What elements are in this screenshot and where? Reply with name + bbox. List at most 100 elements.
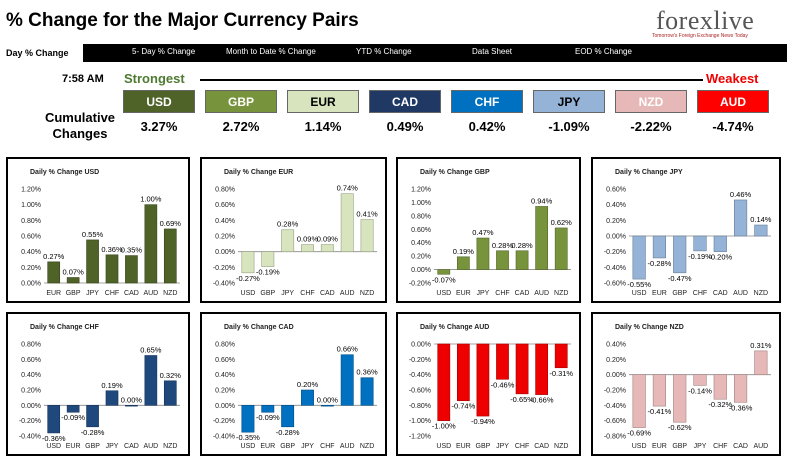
category-label: GBP <box>280 443 295 450</box>
weakest-label: Weakest <box>706 71 759 86</box>
y-tick-label: 0.80% <box>215 187 235 194</box>
data-label: -0.28% <box>648 259 672 268</box>
category-label: JPY <box>106 443 119 450</box>
bar-gbp <box>281 405 295 428</box>
bar-nzd <box>754 224 768 237</box>
category-label: JPY <box>694 443 707 450</box>
currency-cell-eur: EUR 1.14% <box>287 90 359 138</box>
currency-cell-cad: CAD 0.49% <box>369 90 441 138</box>
bar-gbp <box>476 343 490 417</box>
currency-code: USD <box>123 90 195 113</box>
currency-cumulative-value: 1.14% <box>287 116 359 138</box>
currency-code: CAD <box>369 90 441 113</box>
nav-bar: Day % Change 5- Day % Change Month to Da… <box>0 44 787 62</box>
currency-cell-nzd: NZD -2.22% <box>615 90 687 138</box>
bar-cad <box>125 405 138 407</box>
bar-usd <box>241 405 255 433</box>
category-label: JPY <box>281 290 294 297</box>
tab-eod-change[interactable]: EOD % Change <box>575 47 632 56</box>
y-tick-label: 1.00% <box>21 202 41 209</box>
category-label: USD <box>632 443 647 450</box>
category-label: GBP <box>66 290 81 297</box>
data-label: -0.35% <box>236 433 260 442</box>
category-label: JPY <box>477 290 490 297</box>
data-label: 0.09% <box>317 235 339 244</box>
bar-eur <box>66 405 80 413</box>
chart-panel-gbp: Daily % Change GBP -0.20% 0.00% 0.20% 0.40% 0… <box>396 157 581 303</box>
y-tick-label: 0.40% <box>606 342 626 349</box>
y-tick-label: 0.00% <box>606 372 626 379</box>
currency-cumulative-value: 3.27% <box>123 116 195 138</box>
y-tick-label: 0.20% <box>411 254 431 261</box>
bar-chf <box>515 343 529 395</box>
category-label: AUD <box>340 443 355 450</box>
data-label: 0.00% <box>317 395 339 404</box>
bar-jpy <box>496 343 509 380</box>
y-tick-label: 0.40% <box>21 249 41 256</box>
data-label: 0.27% <box>43 252 65 261</box>
currency-cumulative-value: 2.72% <box>205 116 277 138</box>
bar-nzd <box>360 377 374 406</box>
bar-nzd <box>360 219 374 252</box>
category-label: CHF <box>105 290 119 297</box>
data-label: 0.36% <box>101 245 123 254</box>
category-label: EUR <box>46 290 61 297</box>
bar-usd <box>241 251 255 274</box>
forexlive-logo[interactable]: forexlive Tomorrow's Foreign Exchange Ne… <box>650 6 780 40</box>
tab-ytd-change[interactable]: YTD % Change <box>356 47 412 56</box>
bar-eur <box>456 343 470 402</box>
currency-code: CHF <box>451 90 523 113</box>
y-tick-label: -0.40% <box>604 265 626 272</box>
category-label: USD <box>241 290 256 297</box>
tab-5-day-change[interactable]: 5- Day % Change <box>132 47 196 56</box>
category-label: AUD <box>534 290 549 297</box>
bar-usd <box>437 269 451 275</box>
y-tick-label: 1.00% <box>411 200 431 207</box>
chart-title: Daily % Change CHF <box>30 324 99 331</box>
data-label: 0.74% <box>337 184 359 193</box>
bar-eur <box>652 235 667 259</box>
bar-aud <box>340 354 354 406</box>
data-label: -0.41% <box>648 407 672 416</box>
bar-cad <box>713 235 727 252</box>
bar-gbp <box>261 251 275 267</box>
category-label: AUD <box>143 290 158 297</box>
data-label: -0.47% <box>668 274 692 283</box>
currency-cumulative-value: -4.74% <box>697 116 769 138</box>
bar-eur <box>456 256 470 270</box>
data-label: 0.55% <box>82 230 104 239</box>
y-tick-label: 1.20% <box>21 187 41 194</box>
y-tick-label: -0.40% <box>604 403 626 410</box>
category-label: CAD <box>124 290 139 297</box>
y-tick-label: -0.40% <box>19 434 41 441</box>
data-label: 0.00% <box>121 395 143 404</box>
y-tick-label: -0.60% <box>409 388 431 395</box>
data-label: -1.00% <box>432 422 456 431</box>
y-tick-label: 0.40% <box>21 372 41 379</box>
category-label: NZD <box>554 290 568 297</box>
data-label: 0.41% <box>356 210 378 219</box>
category-label: CAD <box>733 443 748 450</box>
tab-day-change[interactable]: Day % Change <box>0 44 83 62</box>
chart-svg: -0.20% 0.00% 0.20% 0.40% 0.60% 0.80% 1.00% 1.20… <box>409 187 572 298</box>
bar-usd <box>632 374 646 428</box>
category-label: JPY <box>301 443 314 450</box>
timestamp: 7:58 AM <box>62 73 104 85</box>
category-label: EUR <box>456 290 471 297</box>
category-label: EUR <box>652 290 667 297</box>
y-tick-label: 0.40% <box>215 218 235 225</box>
y-tick-label: 0.20% <box>606 357 626 364</box>
bar-usd <box>437 343 451 421</box>
tab-month-to-date[interactable]: Month to Date % Change <box>226 47 316 56</box>
y-tick-label: -0.20% <box>409 281 431 288</box>
y-tick-label: -0.20% <box>213 265 235 272</box>
data-label: 0.28% <box>492 241 514 250</box>
tab-data-sheet[interactable]: Data Sheet <box>472 47 513 56</box>
data-label: 0.19% <box>453 247 475 256</box>
currency-cell-gbp: GBP 2.72% <box>205 90 277 138</box>
data-label: 0.20% <box>297 380 319 389</box>
data-label: 0.14% <box>750 215 772 224</box>
data-label: -0.19% <box>256 268 280 277</box>
data-label: 0.28% <box>277 220 299 229</box>
bar-jpy <box>105 390 119 406</box>
